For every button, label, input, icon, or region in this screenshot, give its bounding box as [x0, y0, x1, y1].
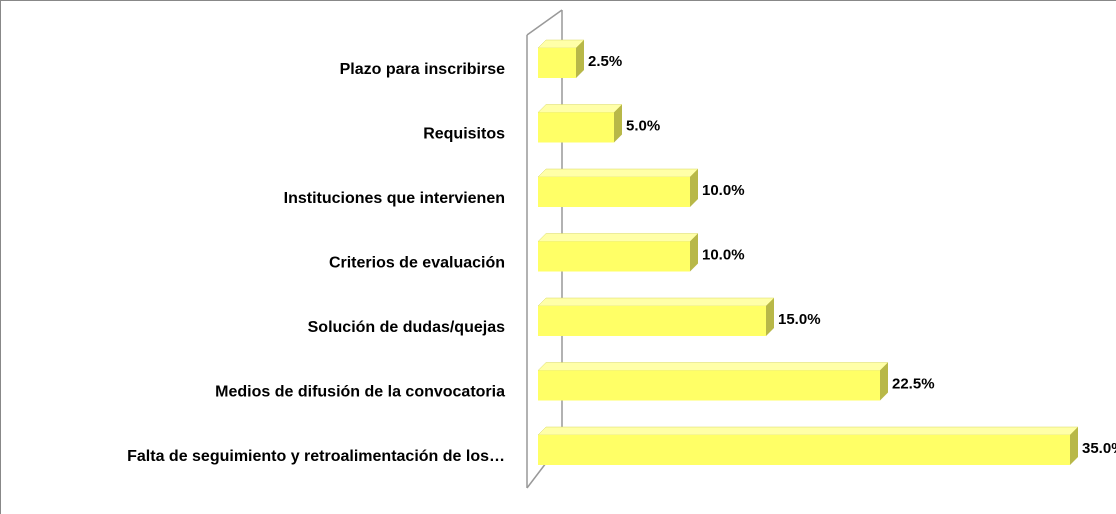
bar	[538, 112, 614, 143]
value-label: 35.0%	[1082, 440, 1116, 457]
value-label: 5.0%	[626, 117, 660, 134]
bar	[538, 48, 576, 78]
bar	[538, 241, 690, 272]
value-label: 2.5%	[588, 53, 622, 70]
bar-side	[690, 233, 698, 272]
value-label: 15.0%	[778, 311, 821, 328]
category-label: Plazo para inscribirse	[340, 61, 506, 78]
bar-top	[537, 426, 1079, 436]
bar	[538, 370, 880, 401]
value-label: 10.0%	[702, 246, 745, 263]
category-label: Criterios de evaluación	[329, 255, 505, 272]
category-label: Medios de difusión de la convocatoria	[215, 384, 505, 401]
bar-top	[537, 297, 775, 307]
category-label: Requisitos	[423, 126, 505, 143]
value-label: 10.0%	[702, 182, 745, 199]
bar-side	[576, 40, 584, 78]
bar-top	[537, 104, 623, 113]
bar-top	[537, 39, 585, 49]
bar	[538, 435, 1070, 465]
bar	[538, 177, 690, 207]
bar-side	[614, 104, 622, 143]
category-label: Solución de dudas/quejas	[308, 319, 505, 336]
value-label: 22.5%	[892, 375, 935, 392]
category-label: Falta de seguimiento y retroalimentación…	[127, 448, 505, 465]
bar-side	[1070, 427, 1078, 465]
bar-top	[537, 168, 699, 178]
bar-side	[766, 298, 774, 336]
category-label: Instituciones que intervienen	[284, 190, 505, 207]
bar-side	[880, 362, 888, 401]
bar-top	[537, 362, 889, 371]
bar-top	[537, 233, 699, 242]
bar-side	[690, 169, 698, 207]
wall-top	[526, 9, 563, 36]
bar	[538, 306, 766, 336]
